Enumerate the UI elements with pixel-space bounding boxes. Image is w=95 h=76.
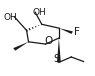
Text: S: S: [54, 54, 60, 64]
Text: O: O: [44, 36, 53, 46]
Polygon shape: [57, 38, 61, 62]
Text: OH: OH: [4, 13, 17, 22]
Text: OH: OH: [32, 8, 46, 17]
Polygon shape: [59, 28, 73, 34]
Text: F: F: [74, 27, 80, 37]
Polygon shape: [13, 42, 28, 51]
